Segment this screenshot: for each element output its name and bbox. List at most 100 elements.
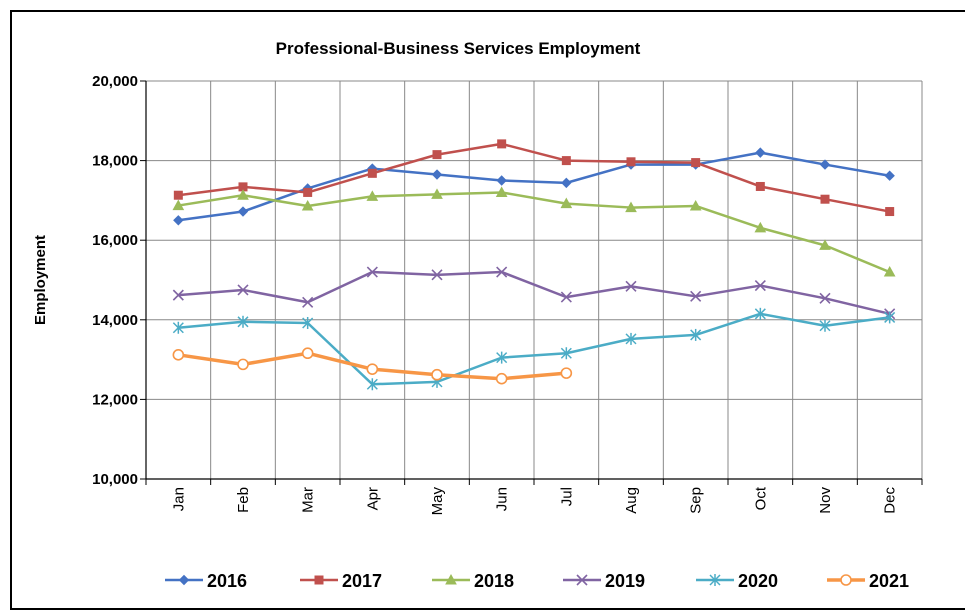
data-point bbox=[819, 292, 831, 304]
data-point bbox=[431, 368, 443, 381]
data-point bbox=[689, 199, 702, 211]
data-point bbox=[432, 150, 442, 160]
y-tick-label: 12,000 bbox=[92, 391, 138, 408]
data-point bbox=[237, 206, 249, 217]
series-2019 bbox=[172, 266, 896, 320]
data-point bbox=[884, 311, 896, 324]
data-point bbox=[172, 289, 184, 301]
marker-stroke bbox=[172, 289, 184, 301]
data-point bbox=[754, 280, 766, 292]
data-point bbox=[303, 187, 313, 197]
legend-item-2017: 2017 bbox=[300, 571, 382, 591]
data-point bbox=[431, 188, 443, 199]
legend-label: 2018 bbox=[474, 571, 514, 591]
chart-title: Professional-Business Services Employmen… bbox=[276, 39, 641, 58]
data-point bbox=[495, 186, 508, 197]
data-point bbox=[237, 358, 249, 371]
chart-frame bbox=[10, 10, 965, 610]
x-tick-label: Jul bbox=[558, 487, 575, 506]
legend-item-2019: 2019 bbox=[563, 571, 645, 591]
x-tick-label: May bbox=[429, 487, 446, 516]
marker-stroke bbox=[690, 290, 702, 302]
marker-stroke bbox=[366, 266, 378, 278]
marker-stroke bbox=[560, 291, 572, 303]
legend-item-2018: 2018 bbox=[432, 571, 514, 591]
data-point bbox=[237, 315, 249, 328]
data-point bbox=[819, 159, 831, 170]
marker-stroke bbox=[754, 280, 766, 292]
data-point bbox=[883, 266, 896, 277]
data-point bbox=[625, 280, 637, 292]
y-tick-label: 10,000 bbox=[92, 471, 138, 488]
series-line-2018 bbox=[178, 191, 891, 274]
y-tick-label: 16,000 bbox=[92, 232, 138, 249]
data-point bbox=[625, 332, 637, 345]
series-2018 bbox=[172, 186, 896, 277]
x-tick-label: Dec bbox=[882, 487, 899, 514]
data-point bbox=[560, 291, 572, 303]
series-line-2020 bbox=[178, 312, 890, 386]
series-line-2019 bbox=[178, 270, 890, 316]
legend-item-2021: 2021 bbox=[827, 571, 909, 591]
data-point bbox=[560, 347, 572, 360]
data-point bbox=[625, 201, 637, 213]
data-point bbox=[366, 363, 379, 375]
data-point bbox=[561, 177, 572, 189]
data-point bbox=[302, 296, 314, 308]
series-group bbox=[172, 139, 896, 391]
data-point bbox=[495, 372, 508, 385]
data-point bbox=[301, 199, 314, 211]
x-tick-label: Jun bbox=[494, 487, 511, 511]
legend-marker bbox=[178, 574, 190, 586]
data-point bbox=[819, 239, 831, 250]
data-point bbox=[301, 347, 314, 360]
data-point bbox=[366, 266, 378, 278]
data-point bbox=[497, 139, 507, 149]
marker-stroke bbox=[302, 296, 314, 308]
data-point bbox=[755, 181, 765, 191]
legend-marker bbox=[576, 574, 588, 586]
x-tick-label: Oct bbox=[752, 486, 769, 510]
series-line-2017 bbox=[178, 142, 890, 213]
data-point bbox=[560, 367, 573, 379]
data-point bbox=[626, 157, 636, 167]
x-tick-label: Feb bbox=[235, 487, 252, 513]
data-point bbox=[755, 147, 766, 158]
data-point bbox=[690, 328, 702, 341]
legend-item-2016: 2016 bbox=[165, 571, 247, 591]
data-point bbox=[431, 169, 443, 180]
x-tick-label: Jan bbox=[170, 487, 187, 511]
data-point bbox=[496, 175, 507, 186]
y-tick-label: 18,000 bbox=[92, 153, 138, 170]
legend-marker bbox=[314, 575, 324, 585]
legend-label: 2019 bbox=[605, 571, 645, 591]
data-point bbox=[302, 316, 314, 329]
x-tick-label: Aug bbox=[623, 487, 640, 514]
data-point bbox=[884, 170, 895, 181]
x-tick-label: Apr bbox=[364, 487, 381, 510]
series-2021 bbox=[172, 347, 573, 385]
data-point bbox=[819, 319, 831, 332]
data-point bbox=[366, 190, 379, 201]
legend-marker bbox=[445, 573, 457, 585]
legend-label: 2017 bbox=[342, 571, 382, 591]
legend-label: 2020 bbox=[738, 571, 778, 591]
marker-stroke bbox=[496, 266, 508, 278]
data-point bbox=[173, 215, 184, 226]
data-point bbox=[754, 307, 766, 320]
data-point bbox=[172, 321, 184, 334]
data-point bbox=[754, 221, 767, 233]
series-2017 bbox=[173, 139, 895, 217]
data-point bbox=[560, 197, 573, 209]
data-point bbox=[366, 378, 378, 391]
legend-marker bbox=[709, 574, 721, 586]
legend: 2016 2017 2018 2019 2020 2021 bbox=[165, 571, 909, 591]
data-point bbox=[885, 207, 895, 217]
data-point bbox=[237, 284, 249, 296]
x-tick-label: Mar bbox=[300, 487, 317, 513]
legend-label: 2016 bbox=[207, 571, 247, 591]
gridlines bbox=[146, 80, 923, 480]
data-point bbox=[691, 158, 701, 168]
data-point bbox=[173, 190, 183, 200]
